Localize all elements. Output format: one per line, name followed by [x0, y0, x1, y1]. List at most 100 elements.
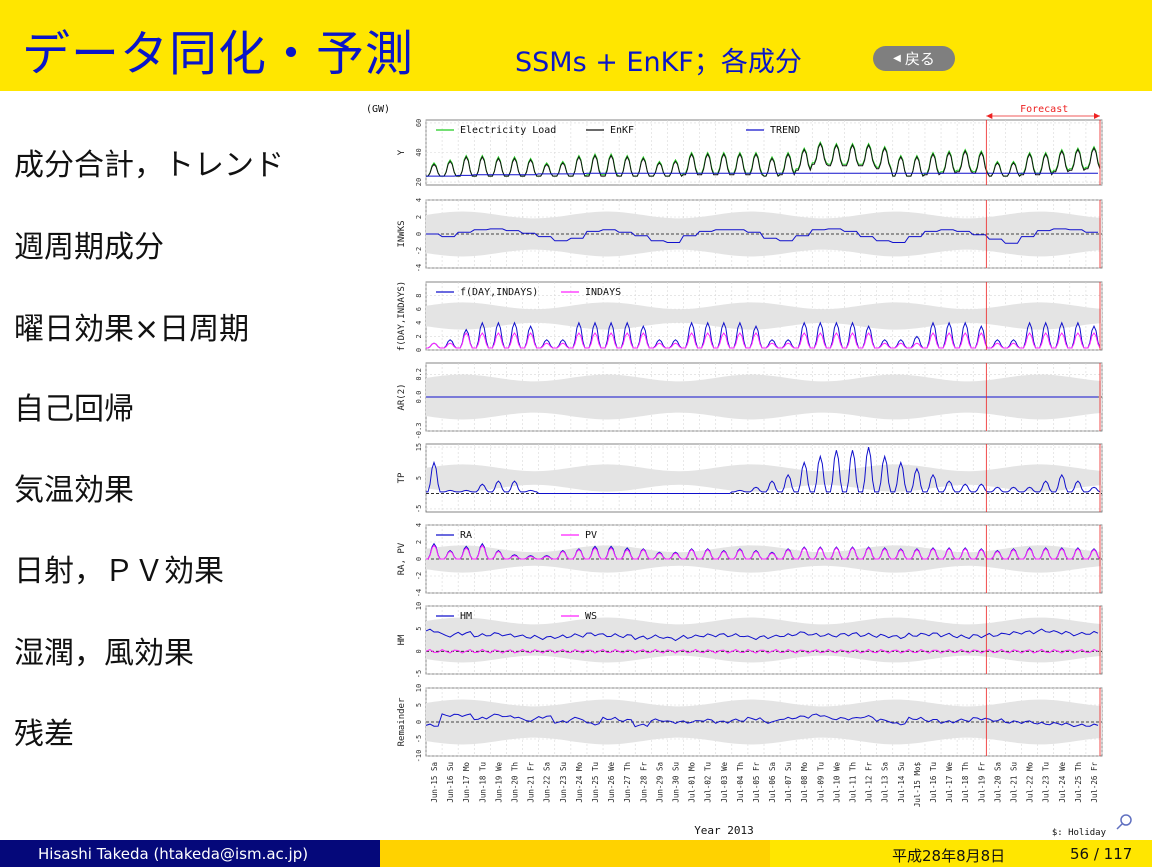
x-tick-label: Jun-23 Su: [559, 762, 568, 803]
series-line-5-1: [426, 544, 1101, 560]
y-axis-label: HM: [397, 634, 407, 645]
x-tick-label: Jul-02 Tu: [704, 762, 713, 803]
row-label-total-trend: 成分合計，トレンド: [14, 148, 284, 183]
x-tick-label: Jun-27 Th: [623, 762, 632, 803]
legend-label: RA: [460, 530, 472, 541]
holiday-note: $: Holiday: [1052, 828, 1107, 838]
chart-panel-7: -10 -5 0 5 10 Remainder: [397, 684, 1103, 763]
x-tick-label: Jul-15 Mo$: [913, 762, 922, 808]
x-tick-label: Jul-16 Tu: [929, 762, 938, 803]
footer-right-bar: [770, 840, 1152, 867]
x-tick-label: Jun-28 Fr: [639, 762, 648, 803]
y-tick-label: 0.2: [415, 368, 423, 381]
y-tick-label: 0: [415, 720, 423, 724]
row-label-temperature: 気温効果: [14, 473, 134, 508]
y-tick-label: 10: [415, 602, 423, 610]
legend-label: EnKF: [610, 125, 634, 136]
chart-panel-6: -5 0 5 10 HM HM WS: [397, 602, 1103, 678]
x-tick-label: Jul-12 Fr: [865, 762, 874, 803]
uncertainty-band: [426, 617, 1102, 663]
footer-author: Hisashi Takeda (htakeda@ism.ac.jp): [38, 845, 309, 863]
row-label-residual: 残差: [14, 717, 74, 752]
x-tick-label: Jun-16 Su: [446, 762, 455, 803]
back-button[interactable]: ◀ 戻る: [873, 46, 955, 71]
y-tick-label: 15: [415, 443, 423, 451]
x-tick-label: Jun-29 Sa: [655, 762, 664, 803]
x-tick-label: Jul-13 Sa: [881, 762, 890, 803]
chart-panel-4: -5 5 15 TP: [397, 443, 1103, 513]
x-tick-label: Jul-01 Mo: [688, 762, 697, 803]
x-tick-label: Jul-22 Mo: [1026, 762, 1035, 803]
uncertainty-band: [426, 464, 1102, 492]
x-tick-label: Jun-20 Th: [511, 762, 520, 803]
legend-label: HM: [460, 611, 472, 622]
y-axis-label: AR(2): [397, 383, 407, 410]
footer-page-number: 56 / 117: [1070, 845, 1133, 863]
x-tick-label: Jul-18 Th: [961, 762, 970, 803]
legend-label: TREND: [770, 125, 800, 136]
y-axis-label: TP: [397, 472, 407, 483]
y-axis-label: INWKS: [397, 220, 407, 247]
x-tick-label: Jul-21 Su: [1009, 762, 1018, 803]
x-tick-label: Jul-04 Th: [736, 762, 745, 803]
forecast-label: Forecast: [1020, 104, 1068, 115]
x-axis-label: Year 2013: [694, 824, 754, 837]
x-tick-label: Jun-15 Sa: [430, 762, 439, 803]
y-unit-label: (GW): [366, 104, 390, 115]
y-tick-label: -5: [415, 670, 423, 678]
x-tick-label: Jul-09 Tu: [816, 762, 825, 803]
y-tick-label: -10: [415, 750, 423, 763]
y-tick-label: -5: [415, 735, 423, 743]
y-tick-label: 0: [415, 232, 423, 236]
legend-label: WS: [585, 611, 597, 622]
y-tick-label: 5: [415, 476, 423, 480]
row-label-autoregression: 自己回帰: [14, 392, 134, 427]
chart-panel-0: 20 40 60 Y Electricity Load EnKF TREND: [397, 119, 1103, 186]
x-tick-label: Jul-03 We: [720, 762, 729, 803]
row-label-day-effect: 曜日効果×日周期: [14, 312, 250, 347]
y-tick-label: 2: [415, 540, 423, 544]
forecast-arrow-right: [1094, 113, 1100, 119]
x-tick-label: Jul-19 Fr: [977, 762, 986, 803]
y-tick-label: 4: [415, 523, 423, 527]
chart-panel-1: -4 -2 0 2 4 INWKS: [397, 198, 1103, 272]
footer-left-bar: [0, 840, 380, 867]
row-label-solar-pv: 日射，ＰＶ効果: [14, 554, 224, 589]
left-triangle-icon: ◀: [893, 53, 901, 64]
y-tick-label: 0: [415, 348, 423, 352]
chart-panel-2: 0 2 4 6 8 f(DAY,INDAYS) f(DAY,INDAYS) INDAYS: [397, 281, 1103, 352]
y-tick-label: 40: [415, 148, 423, 156]
x-tick-label: Jul-05 Fr: [752, 762, 761, 803]
back-button-label: 戻る: [904, 50, 935, 68]
x-tick-label: Jun-17 Mo: [462, 762, 471, 803]
x-tick-label: Jul-24 We: [1058, 762, 1067, 803]
x-tick-label: Jun-26 We: [607, 762, 616, 803]
y-tick-label: 0: [415, 649, 423, 653]
x-tick-label: Jun-22 Sa: [543, 762, 552, 803]
forecast-arrow-left: [986, 113, 993, 119]
footer-mid-bar: [380, 840, 770, 867]
slide-title: データ同化・予測: [22, 26, 415, 82]
y-tick-label: -2: [415, 572, 423, 580]
search-icon[interactable]: [1114, 812, 1134, 832]
x-tick-label: Jun-19 We: [494, 762, 503, 803]
y-axis-label: RA, PV: [397, 542, 407, 575]
y-tick-label: 0.0: [415, 391, 423, 404]
y-axis-label: Y: [397, 149, 407, 155]
x-tick-label: Jul-23 Tu: [1042, 762, 1051, 803]
slide-subtitle: SSMs + EnKF；各成分: [515, 47, 802, 78]
slide-footer: Hisashi Takeda (htakeda@ism.ac.jp) 平成28年…: [0, 840, 1152, 867]
y-tick-label: 0: [415, 557, 423, 561]
x-tick-label: Jun-25 Tu: [591, 762, 600, 803]
y-axis-label: Remainder: [397, 697, 407, 746]
y-tick-label: 2: [415, 334, 423, 338]
x-tick-label: Jul-17 We: [945, 762, 954, 803]
x-tick-label: Jul-14 Su: [897, 762, 906, 803]
x-tick-label: Jun-30 Su: [671, 762, 680, 803]
x-tick-label: Jul-11 Th: [849, 762, 858, 803]
series-line-4-0: [426, 446, 1101, 494]
y-tick-label: 6: [415, 307, 423, 311]
x-tick-label: Jun-24 Mo: [575, 762, 584, 803]
row-label-weekly: 週周期成分: [14, 230, 164, 265]
